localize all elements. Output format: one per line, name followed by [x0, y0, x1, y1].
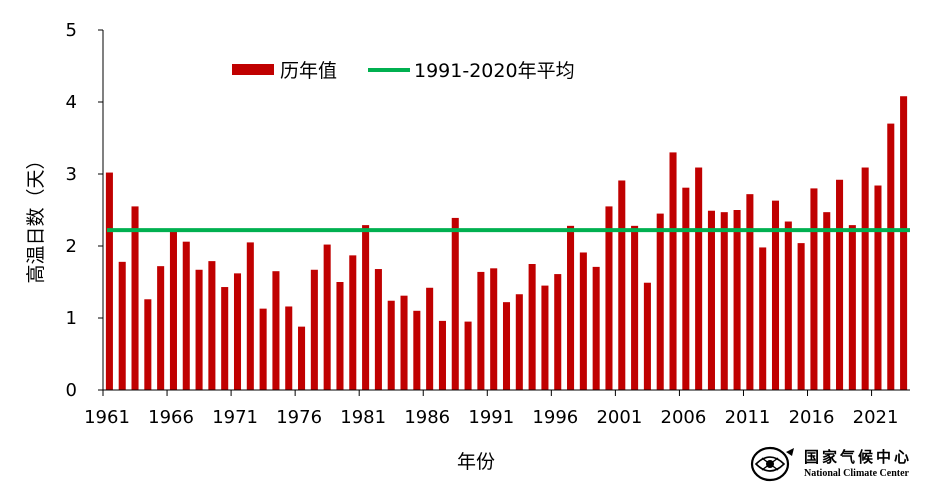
bar-2009 [720, 212, 728, 390]
bar-2011 [746, 194, 754, 390]
bar-1981 [362, 225, 370, 390]
bar-2002 [631, 225, 639, 390]
legend-bar-swatch [232, 64, 274, 75]
bar-1963 [131, 206, 139, 390]
bar-1983 [387, 300, 395, 390]
bar-2012 [759, 247, 767, 390]
bar-2020 [861, 167, 869, 390]
ncc-emblem-icon [750, 446, 794, 482]
bar-1994 [528, 264, 536, 390]
bar-1961 [105, 172, 113, 390]
bar-2003 [643, 282, 651, 390]
x-tick-label: 1981 [340, 407, 386, 428]
bar-2000 [605, 206, 613, 390]
x-tick-label: 2006 [661, 407, 707, 428]
legend: 历年值 1991-2020年平均 [232, 60, 575, 82]
bar-1968 [195, 269, 203, 390]
y-tick-label: 0 [66, 380, 77, 401]
bar-1988 [451, 217, 459, 390]
bar-2015 [797, 243, 805, 390]
bar-1972 [246, 242, 254, 390]
axes-layer [98, 29, 910, 396]
x-tick-label: 1971 [212, 407, 258, 428]
y-tick-label: 1 [66, 308, 77, 329]
bar-1964 [144, 299, 152, 390]
bar-1973 [259, 308, 267, 390]
bar-2004 [656, 213, 664, 390]
bar-1975 [285, 306, 293, 390]
bar-1971 [233, 273, 242, 390]
bar-1979 [336, 282, 344, 390]
legend-line-label: 1991-2020年平均 [414, 60, 575, 82]
bar-1995 [541, 285, 549, 390]
bar-1974 [272, 271, 280, 390]
bar-1978 [323, 244, 331, 390]
x-tick-label: 1991 [468, 407, 514, 428]
bar-1965 [157, 266, 165, 390]
bar-1998 [579, 252, 587, 390]
bar-1966 [169, 230, 177, 390]
bar-1999 [592, 266, 600, 390]
x-tick-label: 1961 [84, 407, 130, 428]
bar-2021 [874, 185, 882, 390]
bar-2008 [707, 210, 715, 390]
bar-1989 [464, 321, 472, 390]
bar-2006 [682, 187, 690, 390]
y-axis-title: 高温日数（天） [25, 150, 47, 283]
bar-1985 [413, 310, 421, 390]
bar-2001 [618, 180, 626, 390]
bar-1996 [554, 274, 562, 390]
legend-bar-label: 历年值 [280, 60, 337, 82]
y-tick-label: 3 [66, 164, 77, 185]
x-tick-labels: 1961 1966 1971 1976 1981 1986 1991 1996 2001 2006… [84, 407, 898, 428]
x-tick-label: 1996 [532, 407, 578, 428]
bar-1984 [400, 295, 408, 390]
bar-1970 [221, 287, 229, 390]
bar-1982 [374, 269, 382, 390]
x-tick-label: 2011 [725, 407, 771, 428]
bar-1987 [438, 320, 446, 390]
bar-2016 [810, 188, 818, 390]
bar-1993 [515, 294, 523, 390]
bar-2017 [823, 212, 831, 390]
bar-1977 [310, 269, 318, 390]
bar-2018 [836, 179, 844, 390]
y-tick-label: 2 [66, 236, 77, 257]
bars-layer [105, 96, 908, 391]
bar-1976 [298, 326, 306, 390]
logo-chinese-name: 国家气候中心 [804, 448, 913, 466]
bar-2022 [887, 123, 895, 390]
x-tick-label: 1976 [276, 407, 322, 428]
y-tick-label: 5 [66, 20, 77, 41]
bar-1991 [490, 268, 498, 390]
bar-1962 [118, 261, 126, 390]
bar-2014 [784, 221, 792, 390]
bar-1990 [477, 271, 485, 390]
x-tick-label: 2001 [596, 407, 642, 428]
bar-1967 [182, 241, 190, 390]
bar-1992 [502, 302, 511, 390]
bar-2010 [733, 210, 741, 390]
y-tick-labels: 0 1 2 3 4 5 [66, 20, 77, 401]
y-tick-label: 4 [66, 92, 77, 113]
bar-2007 [695, 167, 703, 390]
x-tick-label: 1986 [404, 407, 450, 428]
bar-2005 [669, 152, 677, 390]
x-tick-label: 2021 [853, 407, 899, 428]
bar-1969 [208, 261, 216, 390]
bar-2013 [771, 200, 780, 390]
x-tick-label: 2016 [789, 407, 835, 428]
bar-1997 [567, 225, 575, 390]
x-tick-label: 1966 [148, 407, 194, 428]
x-axis-title: 年份 [457, 451, 495, 473]
bar-1980 [349, 255, 357, 390]
logo-english-name: National Climate Center [804, 468, 909, 479]
bar-1986 [426, 287, 434, 390]
ncc-logo: 国家气候中心 National Climate Center [748, 444, 928, 486]
bar-2023 [900, 96, 908, 391]
bar-2019 [848, 225, 856, 390]
